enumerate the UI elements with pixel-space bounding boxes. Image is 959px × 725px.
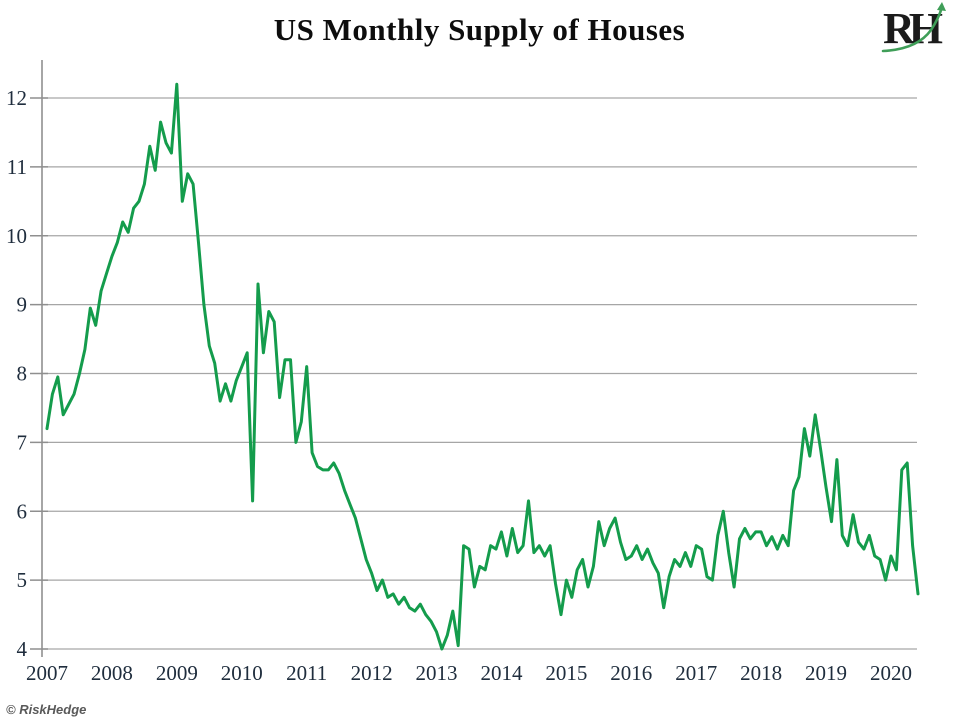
y-tick-label: 6 (17, 499, 28, 523)
riskhedge-logo: RH (879, 2, 953, 58)
y-tick-label: 10 (6, 224, 27, 248)
swoosh-arrowhead-icon (937, 2, 946, 11)
x-tick-label: 2010 (221, 661, 263, 685)
chart-title: US Monthly Supply of Houses (273, 12, 686, 47)
x-tick-label: 2009 (156, 661, 198, 685)
y-tick-label: 5 (17, 568, 28, 592)
logo-swoosh-icon (881, 2, 946, 53)
x-tick-label: 2011 (286, 661, 327, 685)
y-tick-label: 8 (17, 362, 28, 386)
x-tick-label: 2013 (416, 661, 458, 685)
x-tick-label: 2012 (351, 661, 393, 685)
x-tick-label: 2015 (545, 661, 587, 685)
x-tick-label: 2018 (740, 661, 782, 685)
x-tick-label: 2019 (805, 661, 847, 685)
x-tick-label: 2008 (91, 661, 133, 685)
x-tick-label: 2020 (870, 661, 912, 685)
y-tick-label: 7 (17, 430, 28, 454)
y-tick-label: 12 (6, 86, 27, 110)
copyright-attribution: © RiskHedge (6, 702, 87, 717)
x-tick-label: 2016 (610, 661, 652, 685)
y-tick-label: 4 (17, 637, 28, 661)
y-tick-label: 9 (17, 293, 28, 317)
supply-line (45, 82, 920, 651)
swoosh-curve (881, 5, 944, 53)
y-tick-label: 11 (7, 155, 27, 179)
x-tick-label: 2014 (480, 661, 523, 685)
x-tick-label: 2017 (675, 661, 717, 685)
x-tick-label: 2007 (26, 661, 68, 685)
